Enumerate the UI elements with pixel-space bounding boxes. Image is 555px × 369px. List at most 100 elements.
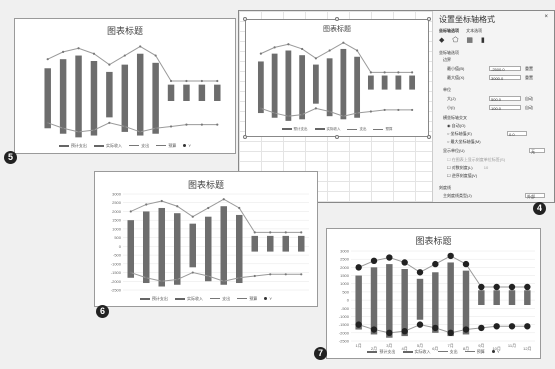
- chart-bar: [136, 53, 144, 136]
- chart-bar: [158, 207, 166, 287]
- section-axis-options[interactable]: 坐标轴选项: [439, 50, 459, 55]
- data-point: [342, 41, 345, 44]
- chart-panel-5[interactable]: 图表标题 预计支出 实际收入 支出 预算 Y: [14, 18, 236, 154]
- axis-options-icon[interactable]: ▮: [480, 37, 485, 44]
- resize-handle-top[interactable]: [335, 17, 339, 21]
- log-base-field[interactable]: 10: [483, 165, 489, 170]
- series-line: [358, 255, 528, 288]
- y-tick-label: 0: [119, 244, 122, 249]
- cross-value-field[interactable]: 0.0: [507, 131, 527, 137]
- data-point: [160, 199, 163, 203]
- y-tick-label: -2000: [111, 279, 122, 284]
- y-tick-label: 1000: [340, 281, 350, 286]
- series-line: [260, 42, 413, 73]
- effects-icon[interactable]: ⬠: [452, 37, 459, 44]
- data-point: [287, 115, 290, 118]
- tick-marks-section[interactable]: 刻度线: [439, 185, 451, 190]
- chart-bar: [106, 71, 113, 118]
- data-marker: [355, 264, 362, 271]
- series-line: [260, 107, 413, 117]
- data-point: [207, 274, 210, 278]
- chart-bar: [127, 220, 135, 278]
- chart-panel-7[interactable]: 图表标题 3000 2500 2000 1500 1000 500 0 -500 -1000 -1…: [326, 228, 541, 359]
- reset-button[interactable]: 重置: [525, 75, 533, 80]
- data-marker: [524, 323, 531, 330]
- chart-bar: [90, 61, 98, 136]
- data-point: [160, 280, 163, 283]
- y-tick-label: -1000: [339, 314, 350, 319]
- resize-handle-top-right[interactable]: [427, 17, 431, 21]
- y-tick-label: 1500: [340, 273, 350, 278]
- min-field[interactable]: -2500.0: [489, 66, 521, 72]
- data-point: [284, 231, 287, 234]
- chart-bar: [167, 84, 175, 101]
- y-tick-label: 3000: [112, 192, 122, 197]
- display-units-select[interactable]: 无: [529, 148, 545, 154]
- cross-auto-option[interactable]: 自动(O): [451, 123, 466, 128]
- data-point: [169, 125, 173, 128]
- x-tick-label: 10月: [492, 346, 500, 351]
- fill-icon[interactable]: ◆: [439, 37, 445, 44]
- chart-panel-6[interactable]: 图表标题 3000 2500 2000 1500 1000 500 0 -500 -1000 -1…: [94, 171, 318, 307]
- x-tick-label: 5月: [417, 343, 423, 348]
- data-point: [411, 71, 414, 74]
- series-line: [130, 198, 302, 233]
- data-point: [269, 231, 272, 234]
- checkbox-icon[interactable]: ☐: [447, 173, 451, 178]
- chart-bar: [152, 62, 159, 134]
- chart-bar: [44, 68, 51, 129]
- cross-value-option[interactable]: 坐标轴值(E): [450, 131, 472, 136]
- checkbox-icon[interactable]: ☐: [447, 165, 451, 170]
- data-point: [200, 79, 203, 83]
- excel-window[interactable]: 图表标题 预计支出 实际收入 支出 预算 设置坐标轴格式 × 坐标轴选项 文本选…: [238, 10, 555, 203]
- y-tick-label: 1500: [112, 218, 122, 223]
- tab-text-options[interactable]: 文本选项: [466, 28, 483, 33]
- data-point: [216, 79, 219, 83]
- x-tick-label: 1月: [356, 343, 362, 348]
- data-point: [369, 71, 372, 74]
- tab-axis-options[interactable]: 坐标轴选项: [439, 28, 459, 33]
- data-marker: [524, 283, 531, 291]
- radio-icon[interactable]: ○: [447, 139, 450, 144]
- data-marker: [478, 283, 485, 291]
- reset-button[interactable]: 重置: [525, 66, 533, 71]
- data-point: [300, 273, 303, 276]
- radio-icon[interactable]: ○: [447, 131, 450, 136]
- data-marker: [386, 329, 393, 337]
- resize-handle-bottom-right[interactable]: [427, 135, 431, 139]
- resize-handle-bottom[interactable]: [335, 135, 339, 139]
- major-unit-field[interactable]: 500.0: [489, 96, 521, 102]
- checkbox-icon[interactable]: ☐: [447, 157, 451, 162]
- show-units-checkbox[interactable]: 在图表上显示刻度单位标签(S): [451, 157, 506, 162]
- y-tick-label: 2000: [112, 209, 122, 214]
- data-point: [222, 198, 225, 201]
- max-field[interactable]: 3000.0: [489, 75, 521, 81]
- resize-handle-bottom-left[interactable]: [243, 135, 247, 139]
- y-tick-label: -1500: [111, 270, 122, 275]
- data-marker: [355, 321, 362, 328]
- minor-unit-field[interactable]: 100.0: [489, 105, 521, 111]
- auto-button[interactable]: 自动: [525, 105, 533, 110]
- close-icon[interactable]: ×: [544, 14, 548, 20]
- x-tick-label: 2月: [371, 346, 377, 351]
- chart-object[interactable]: 图表标题 预计支出 实际收入 支出 预算: [243, 17, 431, 139]
- data-point: [342, 115, 345, 118]
- pane-title: 设置坐标轴格式: [439, 15, 495, 24]
- data-point: [383, 108, 386, 112]
- y-tick-label: -500: [341, 306, 350, 311]
- data-marker: [386, 254, 393, 261]
- auto-button[interactable]: 自动: [525, 96, 533, 101]
- step-number-5: 5: [4, 151, 17, 164]
- data-point: [191, 271, 194, 274]
- log-scale-checkbox[interactable]: 对数刻度(L): [451, 165, 473, 170]
- data-point: [273, 46, 276, 49]
- size-icon[interactable]: ▦: [466, 37, 474, 44]
- chart-plot: 3000 2500 2000 1500 1000 500 0 -500 -1000 -1500 -2…: [339, 249, 535, 351]
- chart-bar: [198, 84, 206, 101]
- cross-max-option[interactable]: 最大坐标轴值(M): [450, 139, 481, 144]
- x-tick-label: 7月: [448, 343, 454, 348]
- resize-handle-top-left[interactable]: [243, 17, 247, 21]
- reverse-checkbox[interactable]: 逆序刻度值(V): [451, 173, 478, 178]
- major-tick-select[interactable]: 外部: [525, 193, 545, 199]
- radio-icon[interactable]: ◉: [447, 123, 451, 128]
